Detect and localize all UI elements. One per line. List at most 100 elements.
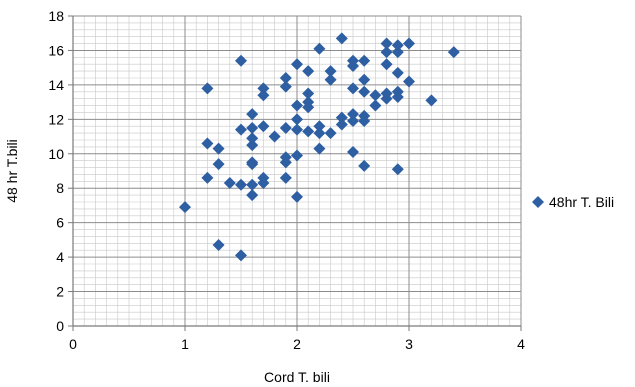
- data-point: [212, 239, 225, 252]
- legend: 48hr T. Bili: [532, 194, 614, 210]
- data-point: [291, 149, 303, 162]
- data-point: [291, 123, 303, 136]
- data-point: [313, 142, 326, 155]
- data-point: [212, 158, 225, 171]
- data-point: [257, 82, 270, 95]
- data-point: [302, 87, 315, 100]
- data-point: [324, 127, 337, 140]
- data-point: [201, 137, 214, 150]
- data-point: [369, 89, 382, 102]
- data-point: [425, 94, 438, 107]
- data-point: [291, 190, 303, 203]
- data-point: [246, 108, 259, 121]
- data-point: [347, 59, 359, 72]
- data-point: [403, 75, 415, 88]
- data-point: [257, 89, 270, 102]
- data-point: [358, 54, 371, 67]
- data-point: [279, 156, 292, 169]
- x-tick-labels: 0 1 2 3 4: [69, 336, 525, 352]
- data-point: [235, 249, 247, 262]
- data-point: [257, 177, 270, 190]
- data-point: [347, 146, 359, 159]
- data-point: [324, 65, 337, 78]
- data-point: [347, 108, 359, 121]
- data-point: [358, 115, 371, 128]
- y-tick-label: 14: [48, 77, 64, 93]
- data-point: [279, 80, 292, 93]
- data-point: [358, 159, 371, 172]
- data-point: [279, 72, 292, 84]
- data-point: [246, 189, 259, 202]
- minor-gridlines: [73, 16, 521, 326]
- legend-label: 48hr T. Bili: [549, 194, 614, 210]
- data-point: [212, 142, 225, 155]
- y-axis-title: 48 hr T.bili: [4, 139, 20, 203]
- data-point: [246, 178, 259, 191]
- y-tick-label: 2: [56, 284, 64, 300]
- y-tick-labels: 0 2 4 6 8 10 12 14 16 18: [48, 8, 64, 334]
- y-tick-label: 8: [56, 180, 64, 196]
- data-point: [201, 82, 214, 95]
- data-point: [179, 201, 191, 214]
- y-tick-label: 12: [48, 111, 64, 127]
- data-point: [313, 127, 326, 140]
- data-point: [380, 92, 393, 105]
- data-point: [235, 54, 247, 67]
- data-point: [380, 37, 393, 50]
- y-tick-label: 10: [48, 146, 64, 162]
- data-point: [358, 73, 371, 86]
- data-point: [403, 37, 415, 50]
- data-point: [391, 46, 404, 59]
- data-point: [391, 163, 404, 176]
- data-point: [279, 171, 292, 184]
- data-point: [391, 66, 404, 79]
- data-point: [347, 115, 359, 128]
- data-point: [291, 58, 303, 71]
- y-tick-label: 18: [48, 8, 64, 24]
- x-tick-label: 2: [293, 336, 301, 352]
- x-tick-label: 0: [69, 336, 77, 352]
- data-points: [179, 32, 460, 262]
- data-point: [302, 125, 315, 138]
- data-point: [235, 178, 247, 191]
- data-point: [279, 121, 292, 134]
- y-tick-label: 16: [48, 42, 64, 58]
- data-point: [313, 42, 326, 55]
- y-tick-label: 4: [56, 249, 64, 265]
- data-point: [369, 99, 382, 112]
- data-point: [391, 90, 404, 103]
- data-point: [324, 73, 337, 86]
- data-point: [335, 111, 348, 124]
- y-tick-label: 0: [56, 318, 64, 334]
- data-point: [380, 46, 393, 59]
- x-tick-label: 1: [181, 336, 189, 352]
- data-point: [257, 120, 270, 133]
- data-point: [246, 132, 259, 145]
- data-point: [223, 177, 236, 190]
- data-point: [391, 39, 404, 52]
- x-tick-label: 4: [517, 336, 525, 352]
- data-point: [335, 32, 348, 45]
- x-tick-label: 3: [405, 336, 413, 352]
- data-point: [347, 82, 359, 95]
- data-point: [235, 123, 247, 136]
- data-point: [291, 113, 303, 126]
- data-point: [302, 101, 315, 114]
- data-point: [302, 65, 315, 78]
- data-point: [313, 120, 326, 133]
- data-point: [246, 139, 259, 152]
- data-point: [358, 85, 371, 98]
- data-point: [447, 46, 460, 59]
- axes: [68, 15, 522, 331]
- legend-marker-icon: [532, 196, 544, 208]
- data-point: [335, 118, 348, 131]
- data-point: [201, 171, 214, 184]
- y-tick-label: 6: [56, 215, 64, 231]
- data-point: [246, 158, 259, 171]
- data-point: [268, 130, 281, 143]
- data-point: [291, 99, 303, 112]
- data-point: [380, 58, 393, 71]
- data-point: [246, 121, 259, 134]
- x-axis-title: Cord T. bili: [264, 369, 330, 385]
